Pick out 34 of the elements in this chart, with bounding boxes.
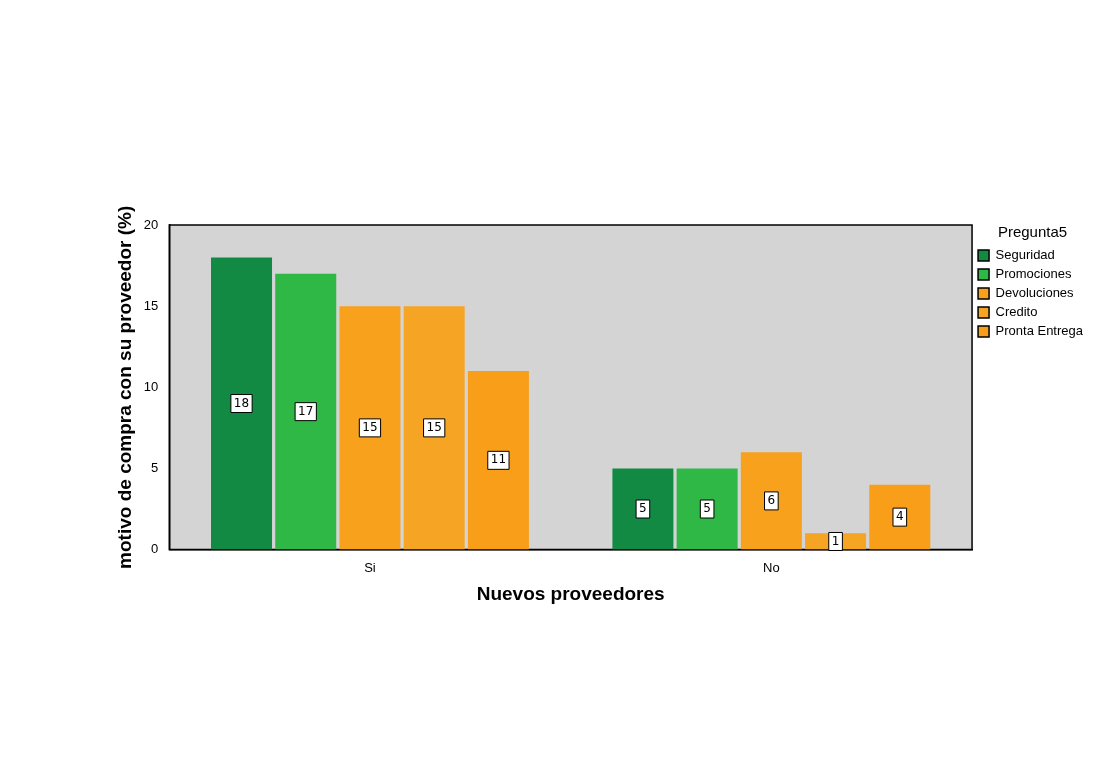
y-tick-label: 20 [143, 216, 159, 232]
bar [275, 273, 337, 550]
bar [403, 306, 465, 550]
y-tick-label: 5 [151, 460, 159, 476]
legend-label: Devoluciones [995, 285, 1075, 301]
bar [612, 468, 674, 550]
x-tick-label: Si [364, 559, 376, 575]
x-tick-label: No [763, 559, 780, 575]
bar [467, 371, 529, 550]
y-tick-label: 0 [151, 541, 159, 557]
data-label: 1 [831, 533, 840, 548]
bar [339, 306, 401, 550]
bar [869, 484, 931, 550]
y-axis-title: motivo de compra con su proveedor (%) [113, 205, 135, 569]
data-label: 11 [490, 452, 507, 467]
data-label: 5 [639, 501, 647, 516]
data-label: 17 [298, 403, 314, 418]
y-tick-label: 10 [143, 378, 159, 394]
legend-label: Credito [995, 304, 1038, 320]
data-label: 18 [233, 395, 250, 410]
data-label: 4 [895, 509, 904, 524]
bar [676, 468, 738, 550]
data-label: 6 [767, 493, 776, 508]
x-axis-title: Nuevos proveedores [476, 582, 665, 604]
legend-label: Pronta Entrega [995, 323, 1084, 339]
data-label: 15 [426, 420, 442, 434]
bar [740, 452, 802, 550]
legend-title: Pregunta5 [997, 222, 1068, 240]
legend-label: Seguridad [995, 247, 1055, 263]
legend-label: Promociones [995, 266, 1072, 282]
data-label: 5 [703, 501, 711, 516]
bar [211, 257, 273, 550]
data-label: 15 [362, 420, 378, 434]
y-tick-label: 15 [143, 297, 159, 313]
